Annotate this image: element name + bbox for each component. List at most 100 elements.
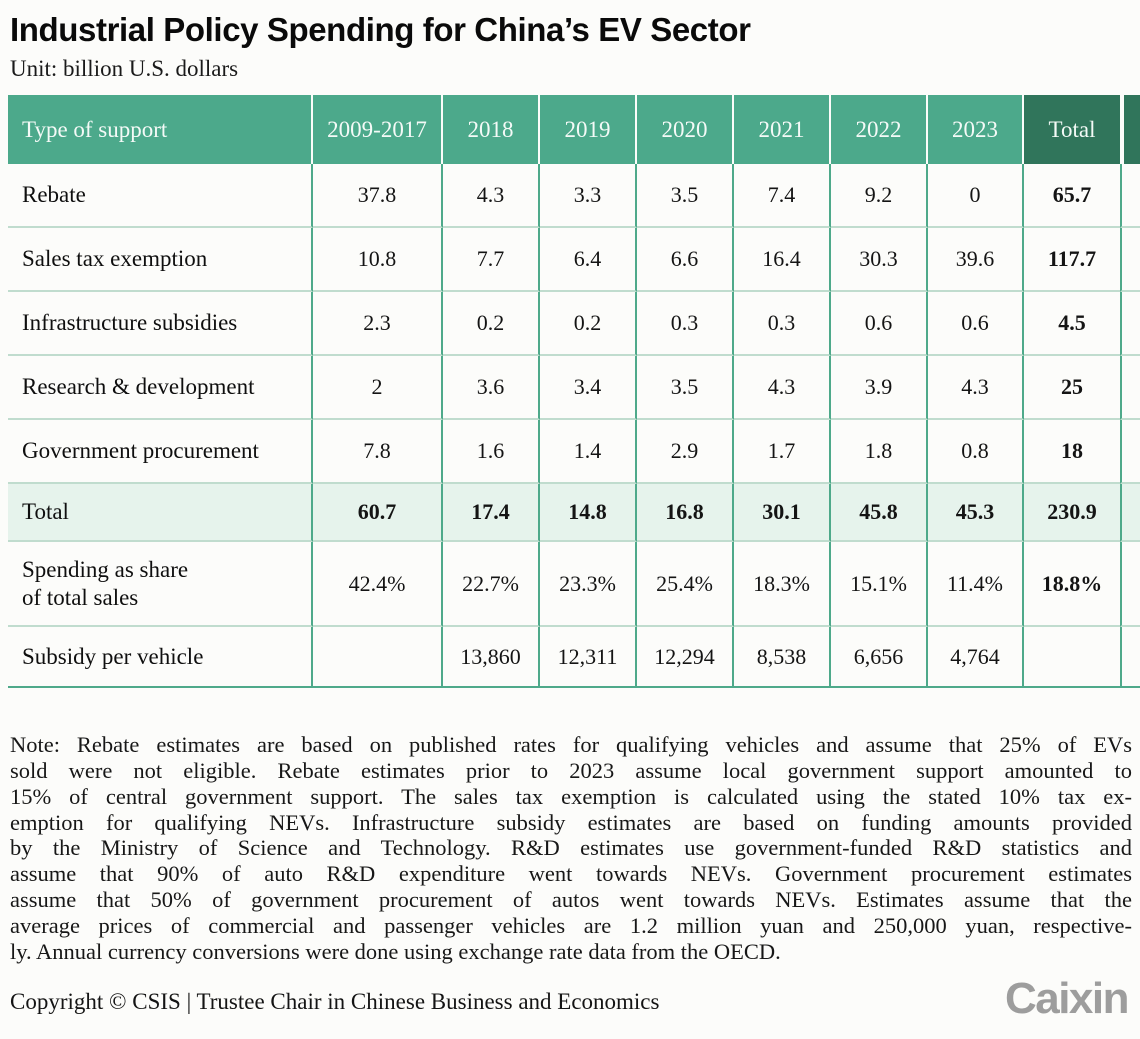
cell: 6,656 [831, 627, 928, 689]
clipped-cell [1120, 164, 1140, 229]
note-line: assume that 50% of government procuremen… [10, 887, 1132, 913]
cell: 25.4% [637, 542, 734, 628]
cell: 14.8 [540, 484, 637, 543]
cell: 117.7 [1024, 228, 1120, 293]
cell: 0.8 [928, 420, 1024, 485]
cell: 15.1% [831, 542, 928, 628]
note-line: Note: Rebate estimates are based on publ… [10, 732, 1132, 758]
row-label: Rebate [8, 164, 313, 229]
cell: 230.9 [1024, 484, 1120, 543]
cell: 37.8 [313, 164, 443, 229]
cell: 0.2 [540, 292, 637, 357]
note-line: emption for qualifying NEVs. Infrastruct… [10, 809, 1132, 835]
row-label: Spending as share of total sales [8, 542, 313, 628]
cell: 45.3 [928, 484, 1024, 543]
cell: 9.2 [831, 164, 928, 229]
cell: 12,294 [637, 627, 734, 689]
note-text: Note: Rebate estimates are based on publ… [10, 732, 1132, 964]
footer: Copyright © CSIS | Trustee Chair in Chin… [10, 977, 1134, 1021]
cell: 4.5 [1024, 292, 1120, 357]
cell: 60.7 [313, 484, 443, 543]
clipped-cell [1120, 484, 1140, 543]
column-header: 2020 [637, 95, 734, 165]
cell: 17.4 [443, 484, 540, 543]
note-line: by the Ministry of Science and Technolog… [10, 835, 1132, 861]
cell: 65.7 [1024, 164, 1120, 229]
cell: 2.3 [313, 292, 443, 357]
note-line: ly. Annual currency conversions were don… [10, 938, 781, 964]
cell: 7.4 [734, 164, 831, 229]
table-row: Sales tax exemption 10.8 7.7 6.4 6.6 16.4 30.3… [8, 228, 1140, 293]
clipped-cell [1120, 292, 1140, 357]
note-line: 15% of central government support. The s… [10, 783, 1132, 809]
unit-label: Unit: billion U.S. dollars [10, 56, 239, 82]
cell: 12,311 [540, 627, 637, 689]
column-header: 2018 [443, 95, 540, 165]
cell: 25 [1024, 356, 1120, 421]
cell: 4.3 [928, 356, 1024, 421]
cell: 4.3 [734, 356, 831, 421]
clipped-cell [1120, 228, 1140, 293]
column-header: 2009-2017 [313, 95, 443, 165]
cell: 16.8 [637, 484, 734, 543]
cell: 1.4 [540, 420, 637, 485]
cell: 4,764 [928, 627, 1024, 689]
row-label: Sales tax exemption [8, 228, 313, 293]
note-line: assume that 90% of auto R&D expenditure … [10, 861, 1132, 887]
cell: 0.3 [734, 292, 831, 357]
cell: 23.3% [540, 542, 637, 628]
cell: 7.7 [443, 228, 540, 293]
cell: 30.3 [831, 228, 928, 293]
cell: 7.8 [313, 420, 443, 485]
row-label: Subsidy per vehicle [8, 627, 313, 689]
cell: 18.8% [1024, 542, 1120, 628]
cell: 4.3 [443, 164, 540, 229]
cell: 0.6 [928, 292, 1024, 357]
clipped-cell [1120, 542, 1140, 628]
table-row: Rebate 37.8 4.3 3.3 3.5 7.4 9.2 0 65.7 [8, 164, 1140, 229]
cell: 6.6 [637, 228, 734, 293]
row-label: Total [8, 484, 313, 543]
header-row: Type of support 2009-2017 2018 2019 2020 2021… [8, 95, 1140, 165]
column-header: 2023 [928, 95, 1024, 165]
table-row: Spending as share of total sales 42.4% 22.… [8, 542, 1140, 628]
cell: 3.4 [540, 356, 637, 421]
column-header: 2019 [540, 95, 637, 165]
cell: 3.5 [637, 164, 734, 229]
cell [1024, 627, 1120, 689]
cell: 13,860 [443, 627, 540, 689]
spending-table: Type of support 2009-2017 2018 2019 2020 2021… [8, 95, 1140, 689]
column-header: 2021 [734, 95, 831, 165]
cell: 22.7% [443, 542, 540, 628]
column-header: 2022 [831, 95, 928, 165]
cell: 0.3 [637, 292, 734, 357]
cell [313, 627, 443, 689]
clipped-column-header [1120, 95, 1140, 165]
cell: 0.2 [443, 292, 540, 357]
cell: 1.6 [443, 420, 540, 485]
table-row: Subsidy per vehicle 13,860 12,311 12,294 8,5… [8, 627, 1140, 689]
caixin-logo: Caixin [1004, 974, 1130, 1024]
cell: 3.6 [443, 356, 540, 421]
cell: 8,538 [734, 627, 831, 689]
row-label: Government procurement [8, 420, 313, 485]
cell: 2 [313, 356, 443, 421]
cell: 1.8 [831, 420, 928, 485]
cell: 3.3 [540, 164, 637, 229]
page-title: Industrial Policy Spending for China’s E… [10, 11, 751, 48]
cell: 42.4% [313, 542, 443, 628]
clipped-cell [1120, 627, 1140, 689]
clipped-cell [1120, 356, 1140, 421]
cell: 0.6 [831, 292, 928, 357]
cell: 2.9 [637, 420, 734, 485]
clipped-cell [1120, 420, 1140, 485]
copyright-text: Copyright © CSIS | Trustee Chair in Chin… [10, 989, 660, 1015]
cell: 45.8 [831, 484, 928, 543]
column-header: Type of support [8, 95, 313, 165]
table-row: Total 60.7 17.4 14.8 16.8 30.1 45.8 45.3 230.9 [8, 484, 1140, 543]
table-row: Government procurement 7.8 1.6 1.4 2.9 1.7 1.8… [8, 420, 1140, 485]
table-row: Research & development 2 3.6 3.4 3.5 4.3 3.9 4.… [8, 356, 1140, 421]
cell: 1.7 [734, 420, 831, 485]
row-label: Infrastructure subsidies [8, 292, 313, 357]
